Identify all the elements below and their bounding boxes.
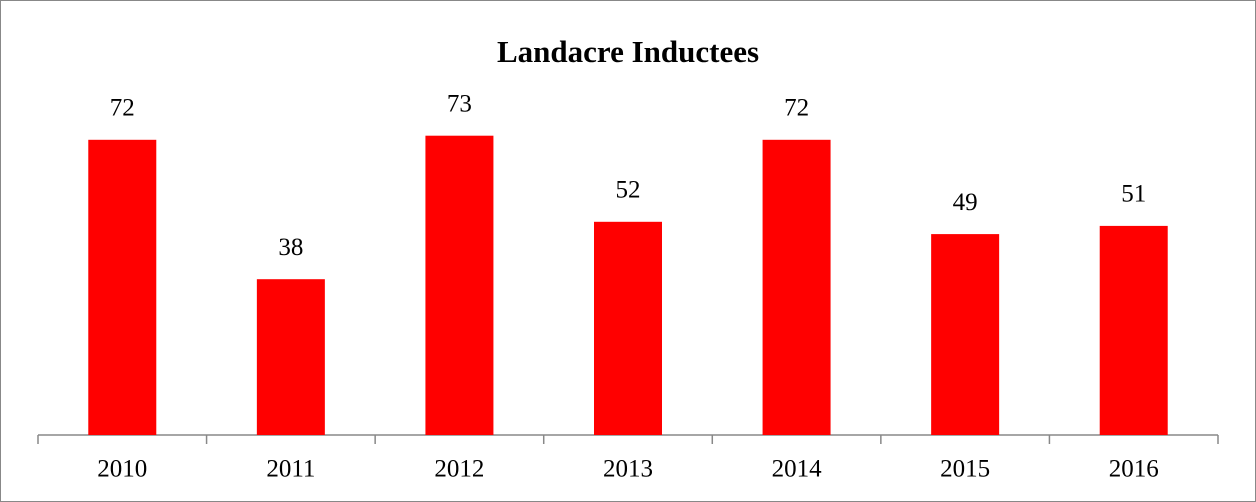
data-label: 72	[110, 95, 135, 122]
data-label: 51	[1121, 181, 1146, 208]
data-label: 38	[278, 234, 303, 261]
x-tick-label: 2012	[434, 456, 484, 483]
chart-title: Landacre Inductees	[497, 34, 759, 69]
data-label: 49	[953, 189, 978, 216]
bar	[594, 221, 662, 435]
x-tick-label: 2011	[266, 456, 315, 483]
x-tick-label: 2010	[97, 456, 147, 483]
bar	[931, 234, 1000, 435]
data-label: 72	[784, 95, 809, 122]
x-tick-label: 2016	[1109, 456, 1159, 483]
data-label: 73	[447, 90, 472, 117]
bar	[256, 279, 325, 435]
bar	[88, 139, 157, 436]
bar	[762, 139, 831, 436]
bar	[425, 135, 494, 435]
x-tick-label: 2015	[940, 456, 990, 483]
bar	[1099, 225, 1168, 435]
x-tick-label: 2013	[603, 456, 653, 483]
data-label: 52	[616, 177, 641, 204]
x-tick-label: 2014	[772, 456, 823, 483]
